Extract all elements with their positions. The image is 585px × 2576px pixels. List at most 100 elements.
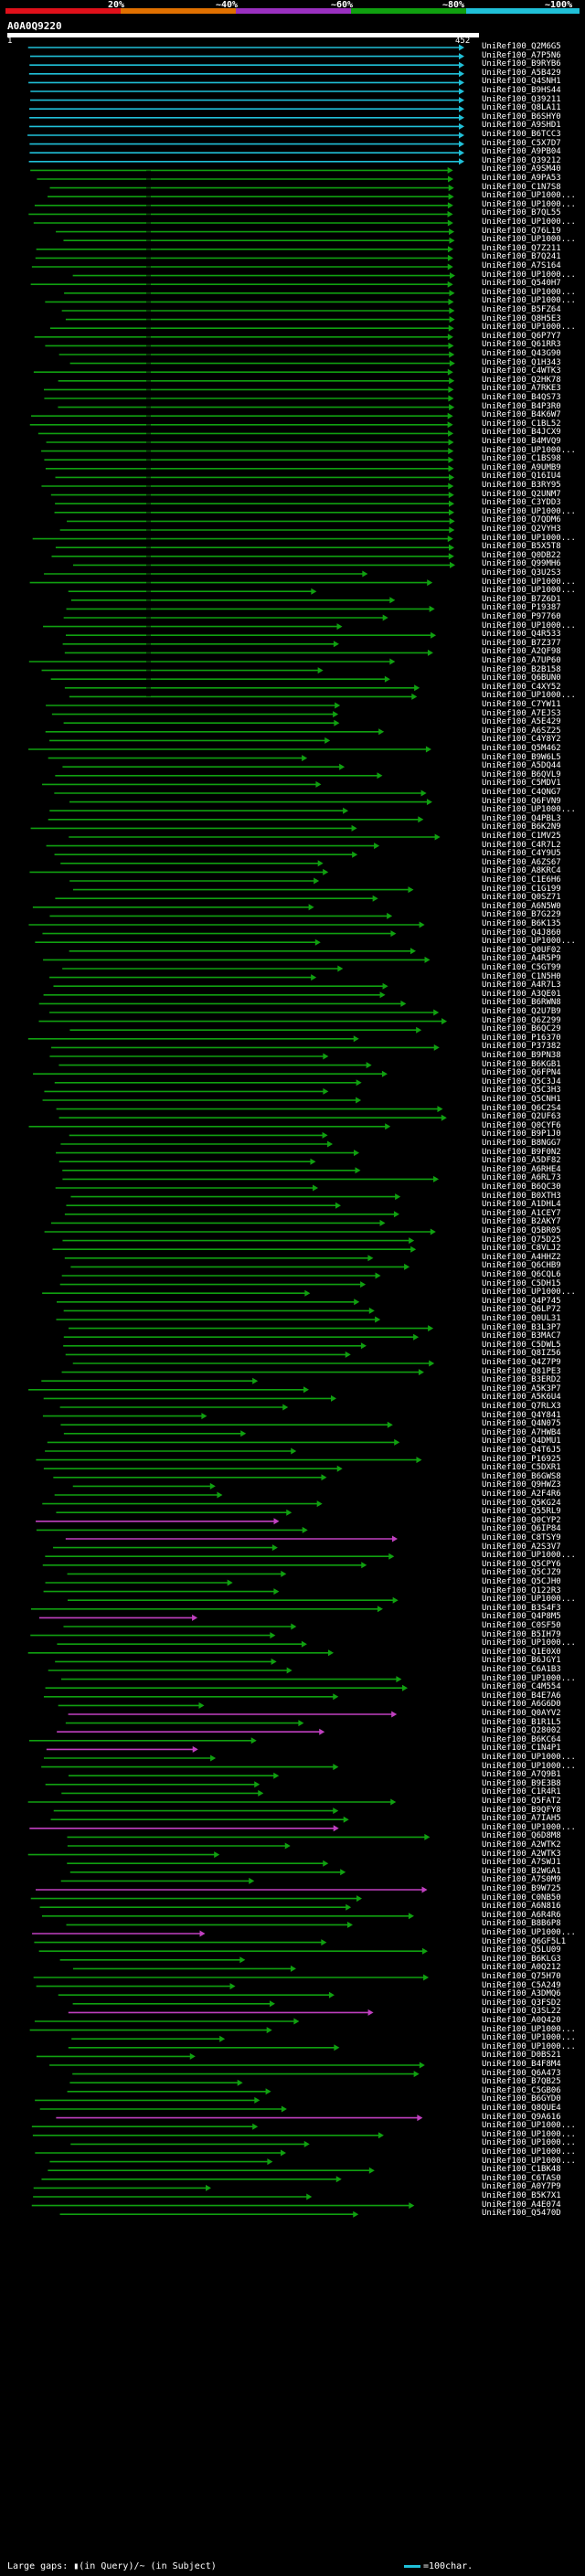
hit-label[interactable]: UniRef100_Q6CHB9: [482, 1261, 561, 1271]
hit-label[interactable]: UniRef100_B9RYB6: [482, 59, 561, 69]
hit-label[interactable]: UniRef100_C0SF50: [482, 1621, 561, 1630]
hit-label[interactable]: UniRef100_A4HHZ2: [482, 1252, 561, 1262]
hit-label[interactable]: UniRef100_Q7QDM6: [482, 515, 561, 525]
hit-label[interactable]: UniRef100_UP1000...: [482, 235, 576, 245]
hit-label[interactable]: UniRef100_Q5LU09: [482, 1945, 561, 1956]
hit-label[interactable]: UniRef100_A5K3P7: [482, 1383, 561, 1394]
hit-label[interactable]: UniRef100_Q4Y841: [482, 1410, 561, 1420]
hit-label[interactable]: UniRef100_A3DMQ6: [482, 1989, 561, 1999]
hit-label[interactable]: UniRef100_Q5M462: [482, 744, 561, 753]
hit-label[interactable]: UniRef100_A7SWJ1: [482, 1858, 561, 1868]
hit-label[interactable]: UniRef100_A9PA53: [482, 174, 561, 183]
hit-label[interactable]: UniRef100_Q6FVN9: [482, 796, 561, 806]
hit-label[interactable]: UniRef100_UP1000...: [482, 1595, 576, 1605]
hit-label[interactable]: UniRef100_Q8LA11: [482, 103, 561, 113]
hit-label[interactable]: UniRef100_Q0SZ71: [482, 893, 561, 903]
hit-label[interactable]: UniRef100_B6SHY0: [482, 111, 561, 122]
hit-label[interactable]: UniRef100_P16370: [482, 1033, 561, 1043]
hit-label[interactable]: UniRef100_Q540H7: [482, 279, 561, 289]
hit-label[interactable]: UniRef100_A7P5N6: [482, 50, 561, 60]
hit-label[interactable]: UniRef100_A2WTK3: [482, 1849, 561, 1859]
hit-label[interactable]: UniRef100_Q2UNM7: [482, 489, 561, 499]
hit-label[interactable]: UniRef100_Q8H5E3: [482, 313, 561, 323]
hit-label[interactable]: UniRef100_Q99MH6: [482, 559, 561, 569]
hit-label[interactable]: UniRef100_C1MV25: [482, 832, 561, 841]
hit-label[interactable]: UniRef100_UP1000...: [482, 1288, 576, 1298]
hit-label[interactable]: UniRef100_UP1000...: [482, 586, 576, 596]
hit-label[interactable]: UniRef100_Q2VYH3: [482, 525, 561, 534]
hit-label[interactable]: UniRef100_Q55RL9: [482, 1507, 561, 1517]
hit-label[interactable]: UniRef100_Q4T6J5: [482, 1446, 561, 1455]
hit-label[interactable]: UniRef100_A7HWB4: [482, 1427, 561, 1437]
hit-label[interactable]: UniRef100_B6QC29: [482, 1024, 561, 1034]
hit-label[interactable]: UniRef100_UP1000...: [482, 577, 576, 587]
hit-label[interactable]: UniRef100_B5IH79: [482, 1629, 561, 1639]
hit-label[interactable]: UniRef100_A6ZS67: [482, 857, 561, 867]
hit-label[interactable]: UniRef100_C1R4R1: [482, 1787, 561, 1797]
hit-label[interactable]: UniRef100_B0XTH3: [482, 1191, 561, 1201]
hit-label[interactable]: UniRef100_C1BS98: [482, 454, 561, 464]
hit-label[interactable]: UniRef100_UP1000...: [482, 2138, 576, 2148]
hit-label[interactable]: UniRef100_C4M554: [482, 1682, 561, 1692]
hit-label[interactable]: UniRef100_B6KC64: [482, 1734, 561, 1744]
hit-label[interactable]: UniRef100_B4E7A6: [482, 1691, 561, 1701]
hit-label[interactable]: UniRef100_B6KGB1: [482, 1059, 561, 1069]
hit-label[interactable]: UniRef100_B6QC30: [482, 1182, 561, 1192]
hit-label[interactable]: UniRef100_Q0CYP2: [482, 1515, 561, 1525]
hit-label[interactable]: UniRef100_Q6BUN0: [482, 673, 561, 684]
hit-label[interactable]: UniRef100_B6GWS8: [482, 1471, 561, 1481]
hit-label[interactable]: UniRef100_Q9A616: [482, 2112, 561, 2122]
hit-label[interactable]: UniRef100_B7QL55: [482, 208, 561, 218]
hit-label[interactable]: UniRef100_UP1000...: [482, 805, 576, 815]
hit-label[interactable]: UniRef100_Q2U7B9: [482, 1007, 561, 1016]
hit-label[interactable]: UniRef100_UP1000...: [482, 323, 576, 333]
hit-label[interactable]: UniRef100_Q5C3H3: [482, 1086, 561, 1096]
hit-label[interactable]: UniRef100_C1N4P1: [482, 1744, 561, 1754]
hit-label[interactable]: UniRef100_B6K135: [482, 919, 561, 928]
hit-label[interactable]: UniRef100_Q5FAT2: [482, 1797, 561, 1806]
hit-label[interactable]: UniRef100_A9UMB9: [482, 462, 561, 472]
hit-label[interactable]: UniRef100_A5B429: [482, 68, 561, 78]
hit-label[interactable]: UniRef100_A4R7L3: [482, 981, 561, 991]
hit-label[interactable]: UniRef100_B8NGG7: [482, 1139, 561, 1148]
hit-label[interactable]: UniRef100_UP1000...: [482, 199, 576, 209]
hit-label[interactable]: UniRef100_Q2HK78: [482, 375, 561, 385]
hit-label[interactable]: UniRef100_C4WTK3: [482, 366, 561, 376]
hit-label[interactable]: UniRef100_UP1000...: [482, 506, 576, 516]
hit-label[interactable]: UniRef100_UP1000...: [482, 1638, 576, 1648]
hit-label[interactable]: UniRef100_UP1000...: [482, 1673, 576, 1683]
hit-label[interactable]: UniRef100_UP1000...: [482, 620, 576, 631]
hit-label[interactable]: UniRef100_UP1000...: [482, 296, 576, 306]
hit-label[interactable]: UniRef100_Q28002: [482, 1726, 561, 1736]
hit-label[interactable]: UniRef100_B2WGA1: [482, 1866, 561, 1876]
hit-label[interactable]: UniRef100_UP1000...: [482, 691, 576, 701]
hit-label[interactable]: UniRef100_A7EJS3: [482, 708, 561, 718]
hit-label[interactable]: UniRef100_B9E3B8: [482, 1778, 561, 1788]
hit-label[interactable]: UniRef100_C5MDV1: [482, 779, 561, 789]
hit-label[interactable]: UniRef100_B3L3P7: [482, 1322, 561, 1332]
hit-label[interactable]: UniRef100_Q3SL22: [482, 2007, 561, 2017]
hit-label[interactable]: UniRef100_Q4P745: [482, 1296, 561, 1306]
hit-label[interactable]: UniRef100_UP1000...: [482, 2129, 576, 2139]
hit-label[interactable]: UniRef100_UP1000...: [482, 1928, 576, 1937]
hit-label[interactable]: UniRef100_C8TSY9: [482, 1533, 561, 1542]
hit-label[interactable]: UniRef100_UP1000...: [482, 287, 576, 297]
hit-label[interactable]: UniRef100_A6RHE4: [482, 1164, 561, 1174]
hit-label[interactable]: UniRef100_B9W6L5: [482, 752, 561, 762]
hit-label[interactable]: UniRef100_Q8IZ56: [482, 1349, 561, 1359]
hit-label[interactable]: UniRef100_B9P1J0: [482, 1129, 561, 1140]
hit-label[interactable]: UniRef100_A5DF82: [482, 1156, 561, 1166]
hit-label[interactable]: UniRef100_A7IAH5: [482, 1814, 561, 1824]
hit-label[interactable]: UniRef100_UP1000...: [482, 2156, 576, 2166]
hit-label[interactable]: UniRef100_A2S3V7: [482, 1542, 561, 1552]
hit-label[interactable]: UniRef100_C6TAS0: [482, 2173, 561, 2183]
hit-label[interactable]: UniRef100_B2AKY7: [482, 1217, 561, 1227]
hit-label[interactable]: UniRef100_Q43G90: [482, 349, 561, 358]
hit-label[interactable]: UniRef100_B6QVL9: [482, 769, 561, 779]
hit-label[interactable]: UniRef100_C6A1B3: [482, 1665, 561, 1674]
hit-label[interactable]: UniRef100_Q2UF63: [482, 1112, 561, 1122]
hit-label[interactable]: UniRef100_P16925: [482, 1454, 561, 1464]
hit-label[interactable]: UniRef100_Q6A473: [482, 2068, 561, 2078]
hit-label[interactable]: UniRef100_B3S4F3: [482, 1603, 561, 1613]
hit-label[interactable]: UniRef100_C1BK48: [482, 2165, 561, 2175]
